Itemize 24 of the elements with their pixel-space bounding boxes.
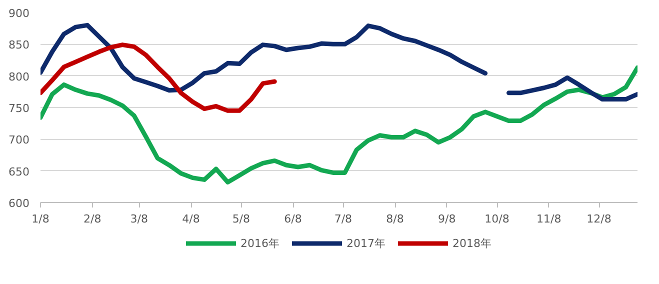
y-tick-label: 700 <box>8 134 30 147</box>
x-tick-label: 3/8 <box>130 212 148 226</box>
x-tick-label: 1/8 <box>32 212 50 226</box>
x-tick-label: 4/8 <box>182 212 200 226</box>
x-tick-label: 7/8 <box>334 212 352 226</box>
y-tick-label: 800 <box>8 70 30 84</box>
x-tick-label: 8/8 <box>386 212 404 226</box>
y-tick-label: 900 <box>8 7 30 20</box>
legend-label: 2017年 <box>346 236 386 250</box>
line-series <box>40 42 277 113</box>
x-tick-label: 9/8 <box>438 212 456 226</box>
legend-label: 2018年 <box>452 236 492 250</box>
y-tick-label: 650 <box>8 165 30 178</box>
y-tick-label: 850 <box>8 38 30 52</box>
line-series <box>40 65 638 184</box>
x-tick-label: 6/8 <box>284 212 302 226</box>
y-tick-label: 750 <box>8 102 30 115</box>
x-tick-label: 5/8 <box>232 212 250 226</box>
x-tick-label: 11/8 <box>536 212 562 226</box>
x-tick-label: 12/8 <box>586 212 612 226</box>
x-tick-label: 2/8 <box>83 212 102 226</box>
legend-label: 2016年 <box>240 236 280 250</box>
y-tick-label: 600 <box>8 197 30 210</box>
x-tick-label: 10/8 <box>484 212 510 226</box>
